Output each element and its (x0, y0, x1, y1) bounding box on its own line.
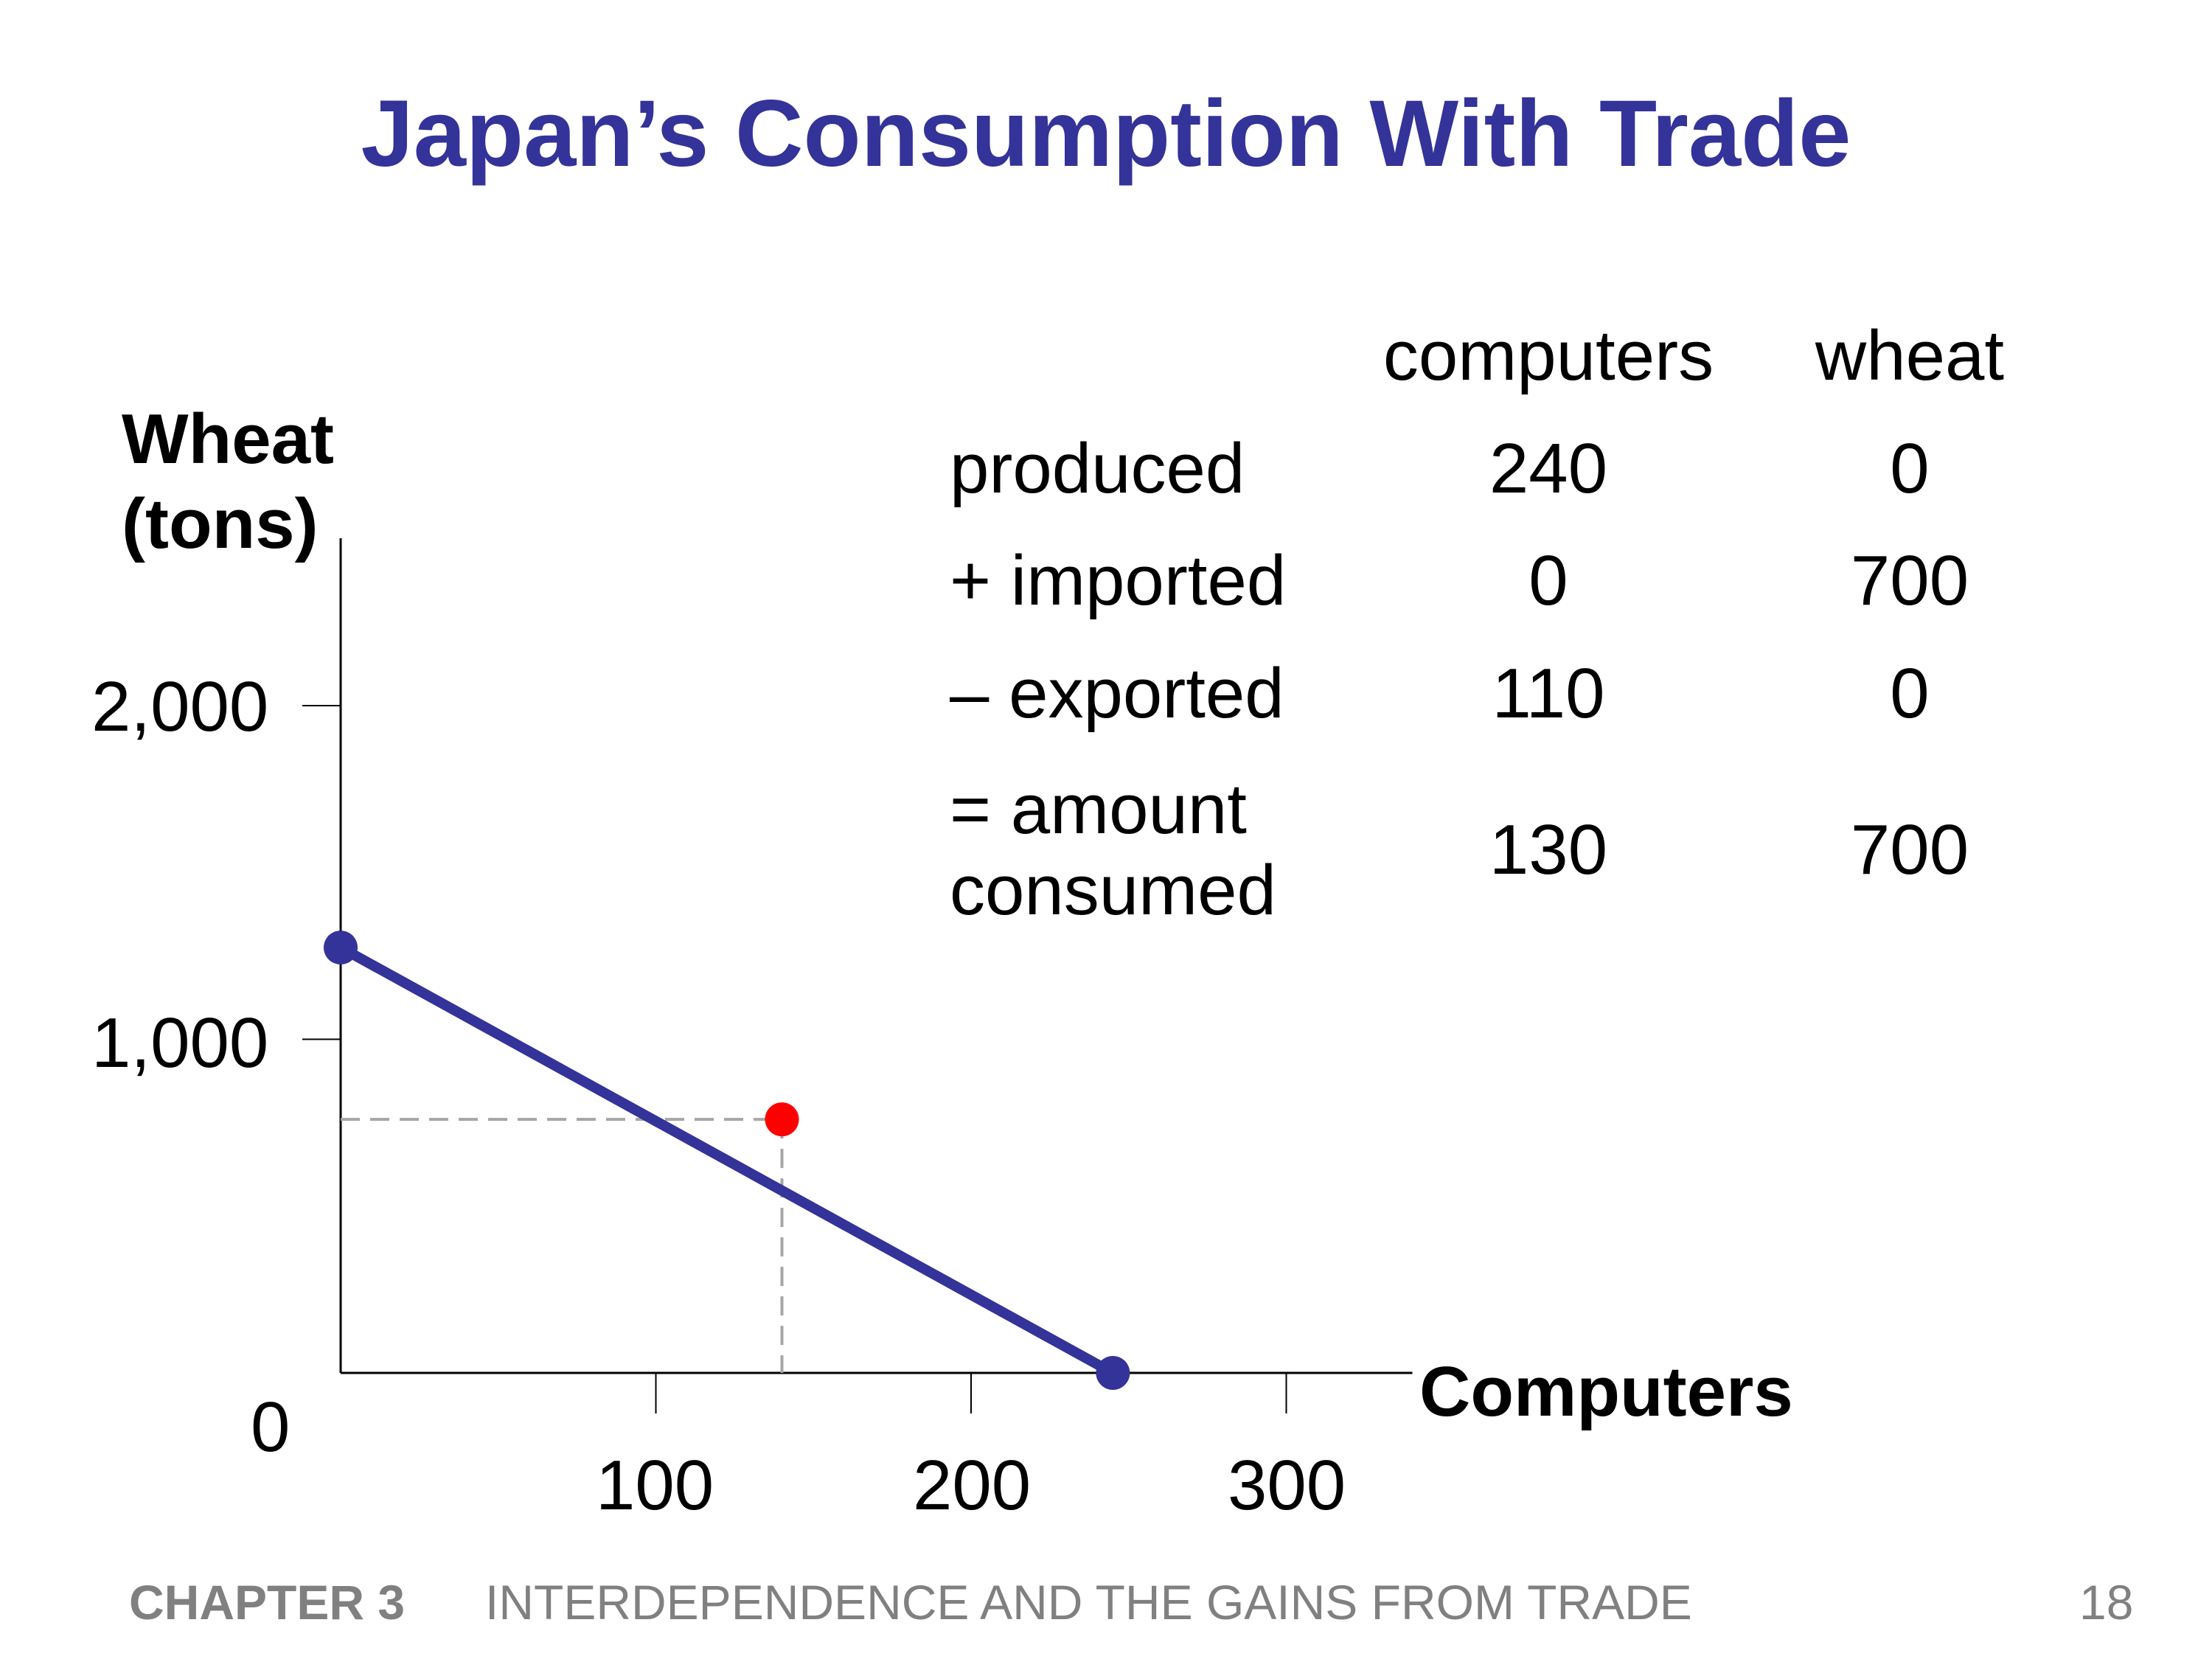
table-row-consumed-wheat: 700 (1850, 810, 1969, 889)
y-tick-label-2000: 2,000 (91, 667, 269, 746)
y-axis-title: Wheat (tons) (122, 397, 334, 566)
y-tick-label-1000: 1,000 (91, 1004, 269, 1082)
table-row-consumed-label-line2: consumed (950, 851, 1276, 930)
x-axis-title: Computers (1419, 1352, 1793, 1431)
table-row-imported-wheat: 700 (1850, 541, 1969, 620)
x-tick-label-300: 300 (1228, 1446, 1346, 1525)
consumption-point (765, 1102, 799, 1137)
table-row-produced-label: produced (950, 429, 1245, 508)
table-header-wheat: wheat (1815, 316, 2005, 395)
y-axis-title-line2: (tons) (122, 484, 319, 564)
table-row-imported-computers: 0 (1528, 541, 1568, 620)
table-row-produced-wheat: 0 (1890, 429, 1930, 508)
table-row-consumed-computers: 130 (1489, 810, 1608, 889)
x-tick-label-200: 200 (913, 1446, 1032, 1525)
table-row-exported-wheat: 0 (1890, 654, 1930, 733)
table-row-produced-computers: 240 (1489, 429, 1608, 508)
table-row-consumed-label-line1: = amount (950, 770, 1247, 849)
footer-chapter: CHAPTER 3 (129, 1575, 406, 1630)
table-row-imported-label: + imported (950, 541, 1287, 620)
y-axis-title-line1: Wheat (122, 400, 334, 479)
page-number: 18 (2079, 1575, 2134, 1630)
footer-subject: INTERDEPENDENCE AND THE GAINS FROM TRADE (485, 1575, 1692, 1630)
origin-label: 0 (251, 1388, 291, 1467)
frontier-line (335, 942, 1119, 1378)
table-row-exported-computers: 110 (1492, 654, 1605, 733)
table-header-computers: computers (1382, 316, 1714, 395)
frontier-endpoint-wheat (324, 931, 358, 965)
slide-title: Japan’s Consumption With Trade (361, 81, 1851, 187)
frontier-endpoint-computers (1096, 1356, 1130, 1390)
x-tick-label-100: 100 (596, 1446, 714, 1525)
table-row-exported-label: – exported (950, 654, 1284, 733)
